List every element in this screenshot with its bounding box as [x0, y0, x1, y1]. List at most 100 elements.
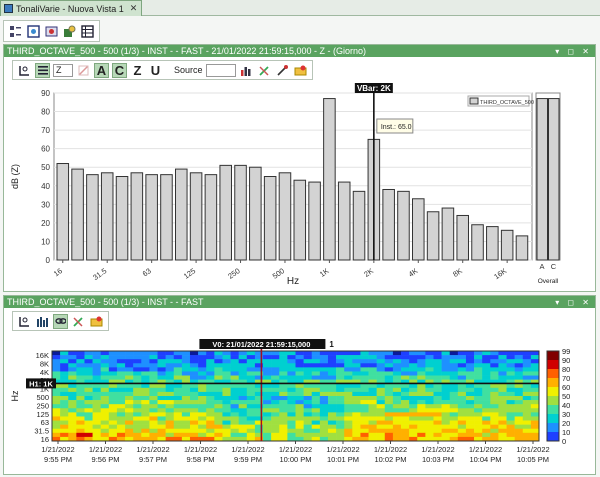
heatmap-cell [238, 387, 248, 393]
spectrum-bar [56, 163, 70, 261]
tools-icon[interactable] [71, 314, 86, 329]
heatmap-cell [295, 367, 304, 372]
heatmap-cell [60, 371, 69, 376]
heatmap-cell [254, 375, 264, 380]
source-select[interactable] [205, 63, 236, 77]
colorbar-tick-label: 10 [562, 428, 570, 437]
link-icon[interactable] [53, 313, 68, 329]
x-tick-label: 2K [362, 266, 375, 279]
heatmap-cell [433, 420, 442, 425]
heatmap-cell [336, 420, 345, 425]
capture-button[interactable] [44, 24, 59, 39]
config-button[interactable] [62, 24, 77, 39]
heatmap-cell [368, 355, 377, 360]
heatmap-cell [360, 379, 369, 385]
heatmap-cell [409, 432, 418, 438]
heatmap-cell [254, 400, 264, 405]
heatmap-cell [319, 355, 329, 360]
weighting-c-button[interactable]: C [112, 62, 127, 78]
export-icon[interactable] [275, 63, 290, 78]
heatmap-cell [319, 359, 329, 364]
bars-icon[interactable] [35, 314, 50, 329]
cursor-tool-icon[interactable] [17, 314, 32, 329]
cursor-tooltip-box [376, 118, 414, 134]
folder-icon[interactable] [89, 314, 104, 329]
heatmap-cell [498, 412, 507, 417]
spectrogram-heatmap[interactable]: 16K8K4K2K1K5002501256331.516Hz1/21/20229… [4, 333, 595, 473]
heatmap-cell [84, 387, 93, 393]
heatmap-cell [376, 379, 386, 385]
heatmap-cell [319, 387, 329, 393]
tab-tonalivarie[interactable]: TonaliVarie - Nuova Vista 1 ✕ [0, 0, 143, 16]
heatmap-cell [311, 391, 321, 397]
heatmap-cell [157, 375, 166, 380]
heatmap-cell [214, 412, 223, 417]
heatmap-cell [246, 355, 256, 360]
folder-icon[interactable] [293, 63, 308, 78]
heatmap-cell [189, 432, 199, 438]
spectrum-bar [115, 176, 129, 261]
weighting-select[interactable]: Z [53, 63, 73, 77]
heatmap-cell [133, 363, 142, 368]
heatmap-cell [214, 391, 223, 397]
heatmap-y-axis-label: Hz [10, 390, 20, 401]
heatmap-x-tick-label: 1/21/2022 9:55 PM [41, 445, 74, 464]
heatmap-cell [279, 387, 288, 393]
heatmap-cell [319, 416, 329, 421]
heatmap-cell [181, 387, 191, 393]
heatmap-cell [157, 371, 166, 376]
colorbar-tick-label: 70 [562, 374, 570, 383]
heatmap-cell [474, 404, 483, 409]
heatmap-cell [506, 379, 515, 385]
heatmap-cell [222, 391, 231, 397]
heatmap-cell [76, 400, 85, 405]
weighting-z-button[interactable]: Z [133, 62, 142, 78]
heatmap-cell [222, 420, 231, 425]
heatmap-cell [52, 387, 61, 393]
heatmap-cell [157, 432, 166, 438]
heatmap-cell [490, 391, 499, 397]
heatmap-cell [344, 412, 353, 417]
heatmap-cell [165, 412, 175, 417]
zoom-fit-button[interactable] [26, 24, 41, 39]
heatmap-cell [392, 400, 402, 405]
table-view-button[interactable] [80, 24, 95, 39]
heatmap-cell [506, 396, 515, 401]
heatmap-cell [514, 420, 524, 425]
heatmap-cell [230, 379, 239, 385]
heatmap-cell [68, 351, 77, 356]
heatmap-cell [84, 436, 93, 442]
heatmap-cell [482, 371, 491, 376]
heatmap-cell [482, 420, 491, 425]
window-controls[interactable]: ▾ ◻ ✕ [555, 46, 592, 56]
cursor-tool-icon[interactable] [17, 63, 32, 78]
list-tool-icon[interactable] [35, 62, 50, 78]
heatmap-cell [457, 359, 467, 364]
heatmap-cell [498, 371, 507, 376]
heatmap-cell [157, 396, 166, 401]
spectrum-bar-chart[interactable]: 0 10 20 30 40 50 60 70 80 90 16 31.5 63 125 250 500 1K 2K… [4, 82, 595, 287]
bar-chart-icon[interactable] [239, 63, 254, 78]
heatmap-cell [173, 400, 183, 405]
window-controls[interactable]: ▾ ◻ ✕ [555, 297, 592, 307]
heatmap-cell [189, 428, 199, 434]
heatmap-cell [522, 416, 532, 421]
heatmap-cell [141, 355, 150, 360]
heatmap-cell [76, 396, 85, 401]
heatmap-cell [92, 432, 101, 438]
heatmap-cell [92, 391, 101, 397]
heatmap-cell [198, 436, 207, 442]
heatmap-cell [490, 420, 499, 425]
layout-grid-button[interactable] [8, 24, 23, 39]
close-icon[interactable]: ✕ [129, 3, 138, 13]
colorbar-segment [547, 369, 559, 379]
weighting-u-button[interactable]: U [150, 62, 161, 78]
heatmap-cell [198, 363, 207, 368]
weighting-a-button[interactable]: A [94, 62, 109, 78]
heatmap-cell [133, 351, 142, 356]
heatmap-cell [246, 375, 256, 380]
heatmap-cell [100, 428, 110, 434]
tools-icon[interactable] [257, 63, 272, 78]
heatmap-cell [457, 436, 467, 442]
heatmap-cell [263, 351, 272, 356]
